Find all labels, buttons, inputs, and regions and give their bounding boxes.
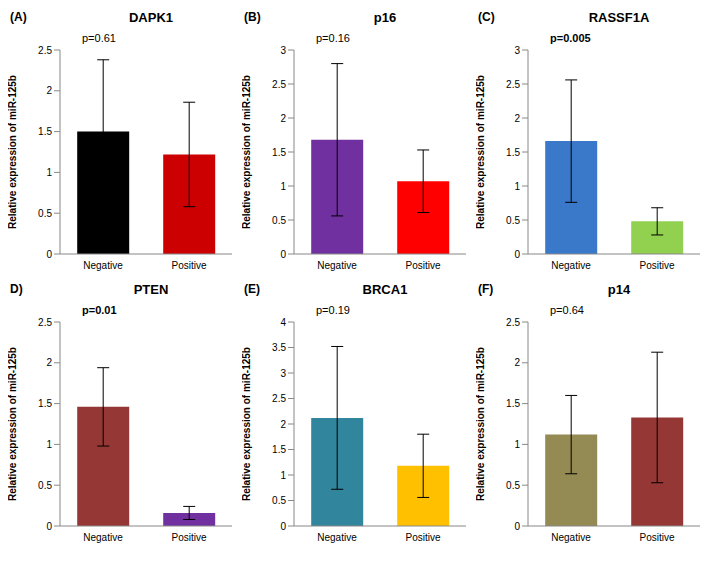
svg-text:0.5: 0.5	[506, 480, 520, 491]
svg-text:2: 2	[514, 357, 520, 368]
svg-text:3.5: 3.5	[272, 342, 286, 353]
svg-text:3: 3	[514, 45, 520, 56]
svg-text:2.5: 2.5	[38, 317, 52, 328]
html-text:(C): (C)	[478, 10, 495, 24]
html-text:(A): (A)	[10, 10, 27, 24]
svg-text:2: 2	[280, 419, 286, 430]
svg-text:Negative: Negative	[83, 532, 123, 543]
svg-text:1: 1	[280, 470, 286, 481]
html-text:D): D)	[10, 282, 23, 296]
svg-text:2: 2	[280, 113, 286, 124]
svg-text:Positive: Positive	[405, 260, 440, 271]
svg-text:Positive: Positive	[171, 532, 206, 543]
html-text:p16: p16	[373, 10, 397, 25]
html-text:PTEN: PTEN	[133, 282, 169, 297]
svg-text:1.5: 1.5	[506, 398, 520, 409]
svg-text:Relative expression of miR-125: Relative expression of miR-125b	[476, 75, 486, 229]
svg-text:2.5: 2.5	[272, 79, 286, 90]
svg-text:0.5: 0.5	[38, 480, 52, 491]
svg-text:0.5: 0.5	[38, 208, 52, 219]
svg-text:2: 2	[46, 357, 52, 368]
svg-text:0: 0	[280, 521, 286, 532]
html-text:(F): (F)	[478, 282, 494, 296]
svg-text:Negative: Negative	[317, 532, 357, 543]
svg-text:3: 3	[280, 45, 286, 56]
svg-text:Negative: Negative	[317, 260, 357, 271]
svg-text:1: 1	[280, 181, 286, 192]
html-text:(E): (E)	[244, 282, 260, 296]
svg-text:2.5: 2.5	[506, 317, 520, 328]
html-text:p=0.005: p=0.005	[550, 32, 591, 44]
svg-text:Relative expression of miR-125: Relative expression of miR-125b	[476, 347, 486, 501]
svg-text:0: 0	[46, 249, 52, 260]
html-text:RASSF1A: RASSF1A	[588, 10, 650, 25]
svg-text:Negative: Negative	[83, 260, 123, 271]
svg-text:Positive: Positive	[639, 532, 674, 543]
svg-text:1.5: 1.5	[506, 147, 520, 158]
svg-text:Relative expression of miR-125: Relative expression of miR-125b	[8, 75, 18, 229]
svg-text:1.5: 1.5	[38, 126, 52, 137]
html-text:p14: p14	[607, 282, 631, 297]
svg-text:2: 2	[514, 113, 520, 124]
svg-text:1: 1	[46, 167, 52, 178]
html-text:(B): (B)	[244, 10, 261, 24]
svg-text:2: 2	[46, 85, 52, 96]
html-text:DAPK1: DAPK1	[129, 10, 173, 25]
svg-text:3: 3	[280, 368, 286, 379]
html-text:BRCA1: BRCA1	[362, 282, 408, 297]
svg-text:1: 1	[46, 439, 52, 450]
svg-text:Relative expression of miR-125: Relative expression of miR-125b	[8, 347, 18, 501]
html-text:p=0.61: p=0.61	[82, 32, 116, 44]
svg-text:2.5: 2.5	[506, 79, 520, 90]
svg-text:0: 0	[280, 249, 286, 260]
svg-text:0.5: 0.5	[506, 215, 520, 226]
svg-text:Negative: Negative	[551, 260, 591, 271]
svg-text:2.5: 2.5	[272, 393, 286, 404]
svg-text:Relative expression of miR-125: Relative expression of miR-125b	[242, 347, 252, 501]
svg-text:1: 1	[514, 439, 520, 450]
svg-text:Relative expression of miR-125: Relative expression of miR-125b	[242, 75, 252, 229]
svg-text:0.5: 0.5	[272, 215, 286, 226]
html-text:p=0.64: p=0.64	[550, 304, 584, 316]
html-text:p=0.19: p=0.19	[316, 304, 350, 316]
svg-text:0: 0	[514, 249, 520, 260]
svg-text:1: 1	[514, 181, 520, 192]
svg-text:Positive: Positive	[171, 260, 206, 271]
svg-text:4: 4	[280, 317, 286, 328]
svg-text:1.5: 1.5	[38, 398, 52, 409]
svg-text:Positive: Positive	[639, 260, 674, 271]
svg-text:2.5: 2.5	[38, 45, 52, 56]
svg-text:0: 0	[514, 521, 520, 532]
svg-text:1.5: 1.5	[272, 444, 286, 455]
html-text:p=0.01: p=0.01	[82, 304, 117, 316]
html-text:p=0.16: p=0.16	[316, 32, 350, 44]
svg-text:1.5: 1.5	[272, 147, 286, 158]
svg-text:Negative: Negative	[551, 532, 591, 543]
svg-text:0.5: 0.5	[272, 495, 286, 506]
svg-text:0: 0	[46, 521, 52, 532]
svg-text:Positive: Positive	[405, 532, 440, 543]
